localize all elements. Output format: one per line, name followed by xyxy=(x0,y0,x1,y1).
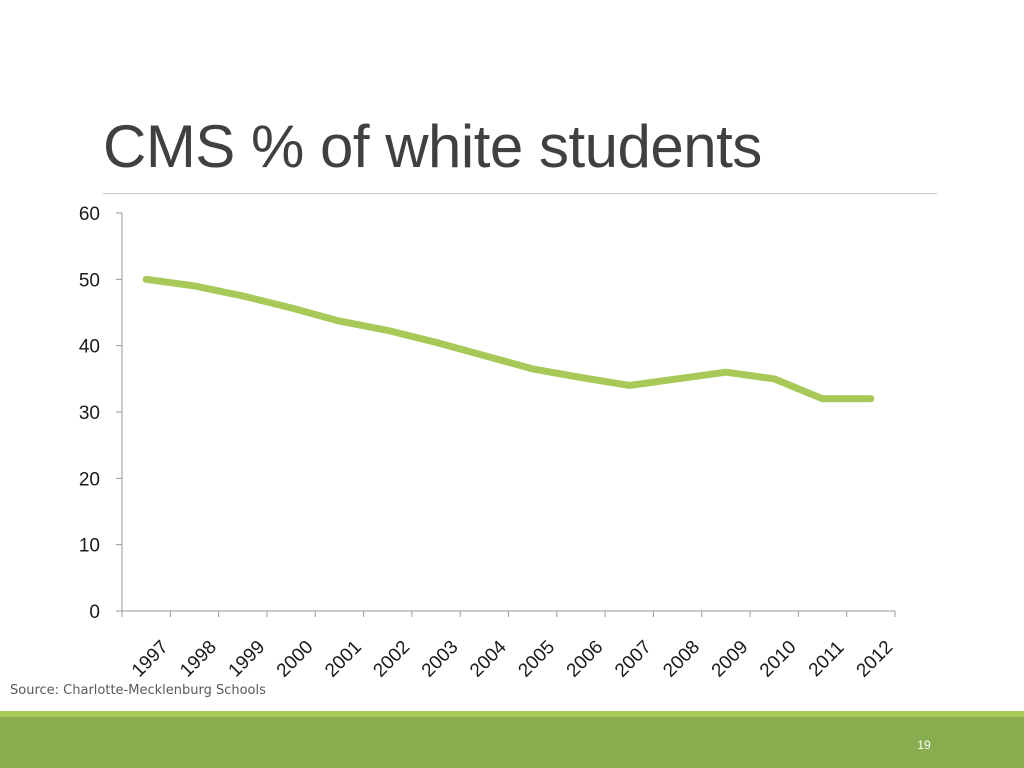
x-tick-label: 2000 xyxy=(273,637,318,682)
x-tick-label: 2005 xyxy=(514,637,559,682)
x-tick-label: 2009 xyxy=(708,637,753,682)
page-number: 19 xyxy=(917,738,931,752)
x-tick-label: 2010 xyxy=(756,637,801,682)
slide-title: CMS % of white students xyxy=(103,113,762,180)
x-tick-label: 2002 xyxy=(369,637,414,682)
x-tick-label: 1999 xyxy=(225,637,270,682)
title-divider xyxy=(103,193,937,194)
x-tick-label: 2003 xyxy=(418,637,463,682)
x-tick-label: 1998 xyxy=(176,637,221,682)
y-tick-label: 30 xyxy=(79,403,100,424)
x-tick-label: 2004 xyxy=(466,636,511,681)
y-tick-label: 0 xyxy=(89,602,100,623)
y-tick-label: 40 xyxy=(79,337,100,358)
y-axis: 0 10 20 30 40 50 60 xyxy=(79,204,123,623)
x-tick-label: 2008 xyxy=(659,637,704,682)
footer-bar xyxy=(0,717,1024,768)
series-group xyxy=(142,275,875,403)
x-tick-label: 2006 xyxy=(563,637,608,682)
x-axis: 1997 1998 1999 2000 2001 2002 2003 2004 2005 2006… xyxy=(121,610,898,682)
footer-accent-bar xyxy=(0,711,1024,717)
series-line xyxy=(142,275,875,403)
y-tick-label: 20 xyxy=(79,469,100,490)
source-note: Source: Charlotte-Mecklenburg Schools xyxy=(10,683,266,698)
y-tick-label: 50 xyxy=(79,270,100,291)
x-tick-label: 1997 xyxy=(128,637,173,682)
y-tick-label: 10 xyxy=(79,536,100,557)
x-tick-label: 2001 xyxy=(321,637,366,682)
y-tick-label: 60 xyxy=(79,204,100,225)
x-tick-label: 2012 xyxy=(853,637,898,682)
x-tick-label: 2007 xyxy=(611,637,656,682)
x-tick-label: 2011 xyxy=(805,637,849,681)
